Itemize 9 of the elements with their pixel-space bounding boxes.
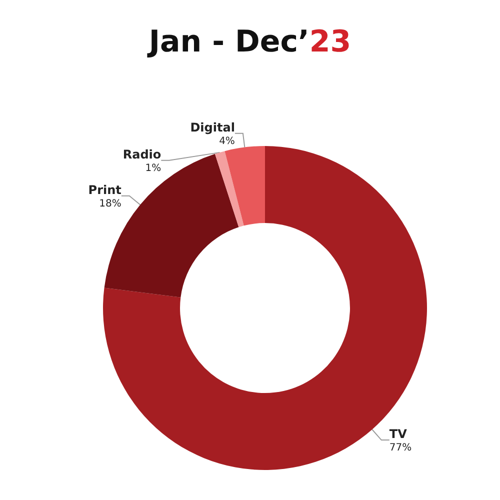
- slice-label: Print: [88, 182, 122, 197]
- chart-title: Jan - Dec’23: [146, 24, 352, 60]
- data-label: 18%: [99, 198, 122, 210]
- data-label: 77%: [389, 442, 412, 454]
- data-label: 4%: [219, 136, 235, 147]
- slice-label: Digital: [190, 120, 235, 134]
- slice-label: Radio: [122, 147, 162, 162]
- slice-label: TV: [389, 427, 408, 442]
- data-label: 1%: [145, 162, 162, 174]
